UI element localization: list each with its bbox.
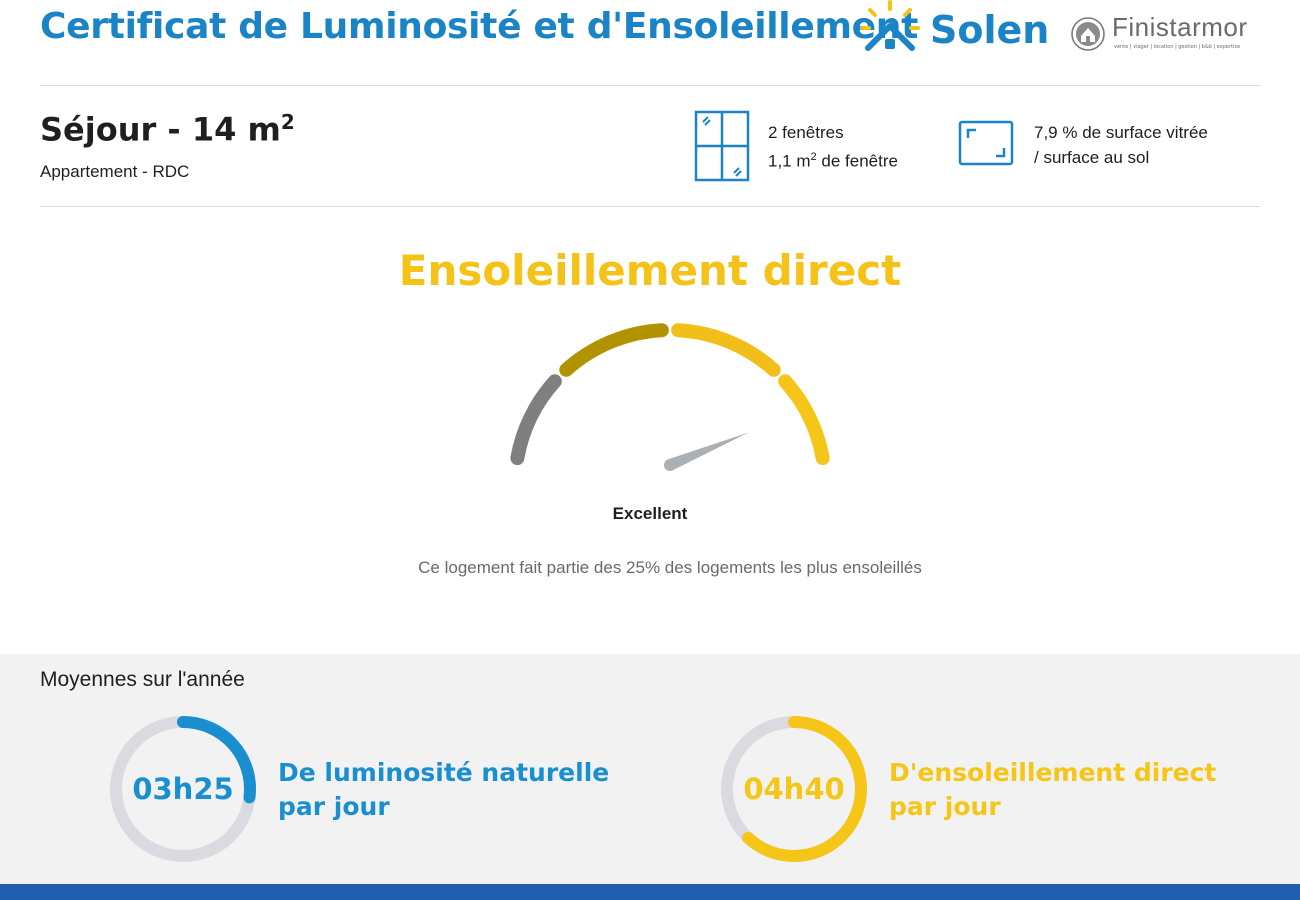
luminosity-label: De luminosité naturelle par jour — [278, 756, 609, 824]
partner-tagline: vente | viager | location | gestion | b&… — [1114, 44, 1241, 50]
page-title: Certificat de Luminosité et d'Ensoleille… — [40, 6, 919, 47]
luminosity-ring: 03h25 — [108, 714, 258, 864]
gauge-description: Ce logement fait partie des 25% des loge… — [418, 558, 922, 577]
sunlight-label-line2: par jour — [889, 792, 1001, 821]
gauge-segment-3 — [671, 323, 781, 377]
gauge-needle — [667, 432, 749, 471]
gauge-segment-4 — [778, 374, 830, 466]
room-type: Appartement - RDC — [40, 162, 190, 181]
gauge-needle-hub — [664, 459, 676, 471]
gauge-segment-2 — [559, 323, 669, 377]
window-area-suffix: de fenêtre — [816, 151, 898, 171]
stats-title: Moyennes sur l'année — [40, 668, 245, 691]
window-icon — [694, 110, 750, 182]
windows-info: 2 fenêtres 1,1 m2 de fenêtre — [768, 120, 898, 174]
floor-surface-icon — [958, 120, 1014, 166]
sun-house-icon — [860, 0, 920, 51]
room-title: Séjour - 14 m2 — [40, 110, 295, 149]
window-area: 1,1 m2 de fenêtre — [768, 145, 898, 174]
gauge-title: Ensoleillement direct — [398, 246, 902, 295]
glazing-info: 7,9 % de surface vitrée / surface au sol — [1034, 120, 1208, 170]
partner-logo: Finistarmor vente | viager | location | … — [1070, 10, 1260, 56]
luminosity-label-line2: par jour — [278, 792, 390, 821]
windows-count: 2 fenêtres — [768, 123, 844, 142]
glazing-ratio: 7,9 % de surface vitrée — [1034, 123, 1208, 142]
luminosity-label-line1: De luminosité naturelle — [278, 758, 610, 787]
sunlight-ring-chart — [721, 716, 867, 862]
partner-name: Finistarmor — [1112, 12, 1248, 42]
luminosity-value: 03h25 — [132, 772, 234, 806]
brand-name: Solen — [930, 8, 1050, 52]
house-circle-icon — [1071, 17, 1105, 51]
window-area-value: 1,1 m — [768, 151, 811, 171]
glazing-ratio-suffix: / surface au sol — [1034, 148, 1150, 167]
sunlight-gauge — [510, 323, 830, 471]
sunlight-label: D'ensoleillement direct par jour — [889, 756, 1216, 824]
room-area-exponent: 2 — [280, 110, 295, 134]
window-area-exponent: 2 — [810, 151, 817, 163]
gauge-level: Excellent — [612, 504, 688, 523]
ring-progress-arc — [742, 716, 867, 862]
sunlight-value: 04h40 — [743, 772, 845, 806]
ring-progress-arc — [177, 716, 256, 804]
sunlight-label-line1: D'ensoleillement direct — [889, 758, 1217, 787]
luminosity-ring-chart — [110, 716, 256, 862]
yearly-averages: Moyennes sur l'année 03h25 De luminosité… — [0, 654, 1300, 884]
solen-logo: Solen — [858, 0, 1088, 60]
room-name: Séjour - 14 m — [40, 110, 281, 149]
header: Certificat de Luminosité et d'Ensoleille… — [40, 0, 1260, 86]
sunlight-ring: 04h40 — [719, 714, 869, 864]
gauge-segment-1 — [510, 374, 562, 466]
footer-bar — [0, 884, 1300, 900]
room-info: Séjour - 14 m2 Appartement - RDC 2 fenêt… — [40, 86, 1260, 207]
